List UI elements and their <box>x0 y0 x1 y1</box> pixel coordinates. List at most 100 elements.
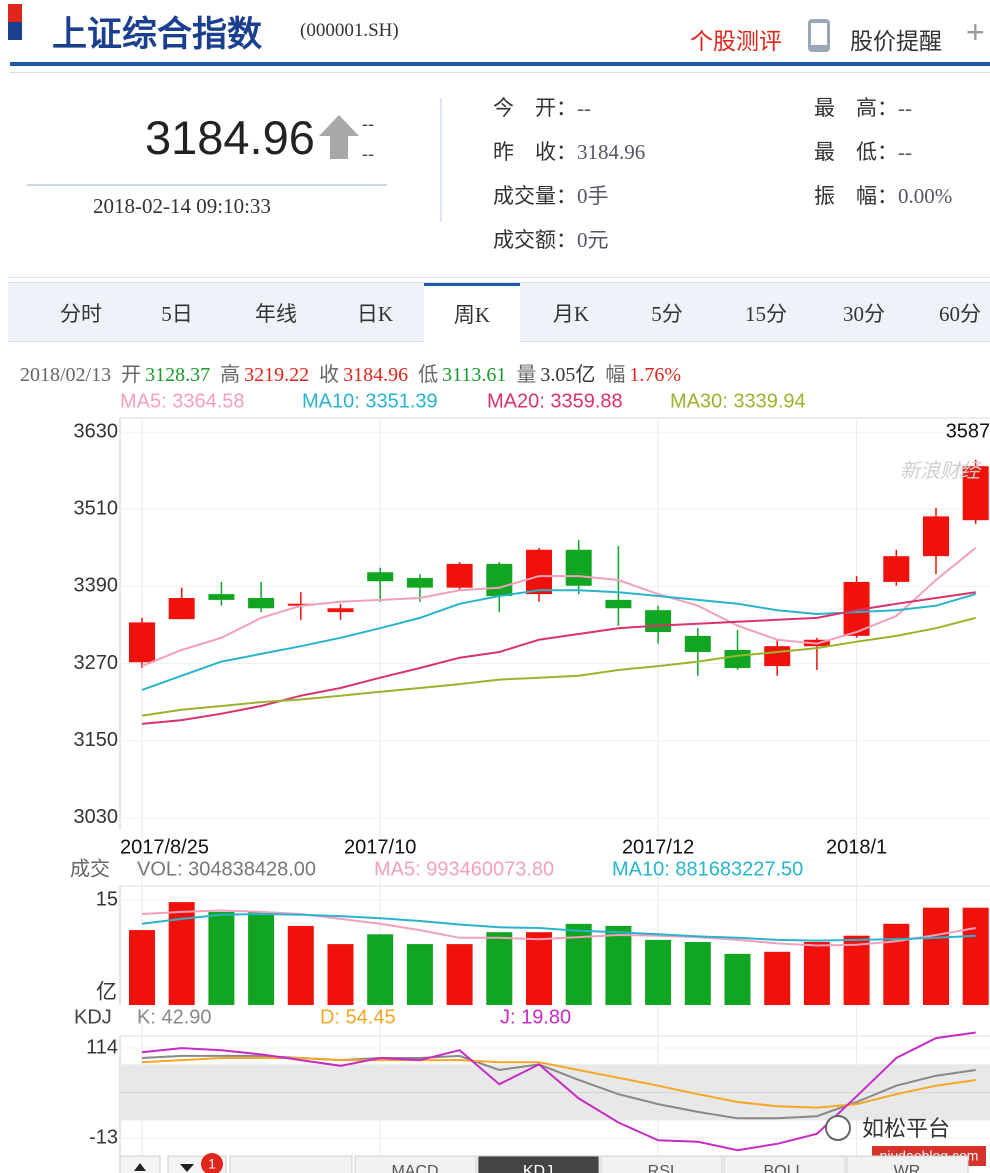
wechat-icon <box>825 1115 851 1141</box>
indicator-tab-label: KDJ <box>523 1163 553 1173</box>
x-tick-label: 2018/1 <box>826 836 887 858</box>
kdj-line <box>141 1054 976 1120</box>
indicator-tab <box>846 1155 969 1173</box>
summary-label: 高 <box>220 364 241 386</box>
badge-bg <box>201 1153 223 1173</box>
y-tick-label: 3630 <box>74 420 119 442</box>
candle-body <box>327 608 354 613</box>
period-tab[interactable]: 30分 <box>843 302 885 326</box>
legend-entry: D: 54.45 <box>320 1006 396 1028</box>
add-button[interactable]: + <box>966 14 985 50</box>
summary-value: 3219.22 <box>244 364 310 386</box>
summary-label: 开 <box>121 364 142 386</box>
y-tick-label: 3510 <box>74 498 119 520</box>
volume-bar <box>208 911 235 1005</box>
stat-value: -- <box>898 140 912 164</box>
ma-line <box>141 591 976 725</box>
period-tab[interactable]: 月K <box>552 302 590 326</box>
volume-bar <box>605 925 632 1005</box>
up-icon <box>134 1163 146 1171</box>
candle-body <box>168 597 195 620</box>
period-tab[interactable]: 年线 <box>255 302 297 326</box>
logo-top <box>8 4 22 22</box>
stat-value: 3184.96 <box>577 140 646 164</box>
volume-bar <box>883 923 910 1005</box>
period-tab[interactable]: 15分 <box>745 302 787 326</box>
volume-bar <box>406 944 433 1005</box>
ma-line <box>141 589 976 691</box>
candle-body <box>923 516 949 557</box>
watermark: 如松平台 <box>862 1116 950 1141</box>
stat-value: 0手 <box>577 184 609 208</box>
x-tick-label: 2017/10 <box>344 836 416 858</box>
stock-code: (000001.SH) <box>300 20 399 41</box>
header-rule <box>10 62 990 66</box>
kdj-line <box>141 1031 976 1152</box>
price-rule <box>27 184 387 186</box>
kdj-line <box>141 1057 976 1109</box>
indicator-tab-label: MACD <box>391 1163 438 1173</box>
stat-row: 振 幅：0.00% <box>814 180 952 210</box>
badge: 1 <box>208 1156 216 1172</box>
volume-bar <box>803 942 830 1005</box>
header-rule-thin <box>10 72 990 73</box>
volume-bar <box>645 939 672 1005</box>
period-tab[interactable]: 分时 <box>60 302 102 326</box>
volume-bar <box>287 925 314 1005</box>
watermark: 新浪财经 <box>900 460 982 482</box>
legend-entry: MA5: 993460073.80 <box>374 858 554 880</box>
stat-label: 最 高： <box>814 96 898 120</box>
change: -- <box>362 114 374 134</box>
candle-body <box>724 650 751 669</box>
period-tab[interactable]: 5分 <box>651 302 683 326</box>
candle-body <box>684 635 711 652</box>
indicator-tab <box>477 1155 600 1173</box>
legend-entry: MA10: 881683227.50 <box>612 858 803 880</box>
stat-label: 最 低： <box>814 140 898 164</box>
down-icon <box>180 1164 194 1172</box>
y-tick-label: 15 <box>96 888 118 910</box>
period-tab[interactable]: 周K <box>424 283 520 342</box>
stat-value: 0.00% <box>898 184 953 208</box>
period-tab[interactable]: 60分 <box>939 302 981 326</box>
volume-bar <box>565 923 592 1005</box>
volume-bar <box>168 902 195 1005</box>
panel-label: 成交 <box>70 857 110 880</box>
tab-box <box>229 1155 353 1173</box>
candle-body <box>406 578 433 588</box>
candle-body <box>287 603 314 606</box>
stat-label: 昨 收： <box>493 140 577 164</box>
period-tab[interactable]: 日K <box>356 302 394 326</box>
up-arrow <box>319 115 359 159</box>
max-label: 3587 <box>946 420 990 442</box>
stat-row: 今 开：-- <box>493 92 591 122</box>
unit-label: 亿 <box>96 981 117 1004</box>
volume-bar <box>486 932 513 1005</box>
period-tab[interactable]: 5日 <box>161 302 193 326</box>
quote-time: 2018-02-14 09:10:33 <box>93 194 271 218</box>
candle-body <box>803 639 830 647</box>
indicator-tab-label: RSI <box>648 1163 675 1173</box>
stat-label: 成交额： <box>493 228 577 252</box>
down-button <box>167 1155 227 1173</box>
volume-bar <box>129 930 155 1005</box>
logo-bottom <box>8 22 22 40</box>
summary-label: 幅 <box>605 364 626 386</box>
volume-bar <box>248 911 275 1005</box>
legend-entry: MA20: 3359.88 <box>487 390 623 412</box>
legend-entry: MA10: 3351.39 <box>302 390 438 412</box>
rating-link[interactable]: 个股测评 <box>690 29 782 54</box>
panel-label: KDJ <box>74 1006 112 1028</box>
volume-bar <box>923 907 949 1005</box>
candle-body <box>486 563 513 597</box>
candle-body <box>367 572 394 582</box>
summary-label: 收 <box>319 364 340 386</box>
candle-body <box>446 563 473 588</box>
candle-body <box>605 599 632 609</box>
price: 3184.96 <box>145 111 315 164</box>
stat-row: 最 低：-- <box>814 136 912 166</box>
alert-link[interactable]: 股价提醒 <box>850 29 942 54</box>
candle-body <box>962 466 989 521</box>
watermark-bg <box>872 1146 986 1166</box>
